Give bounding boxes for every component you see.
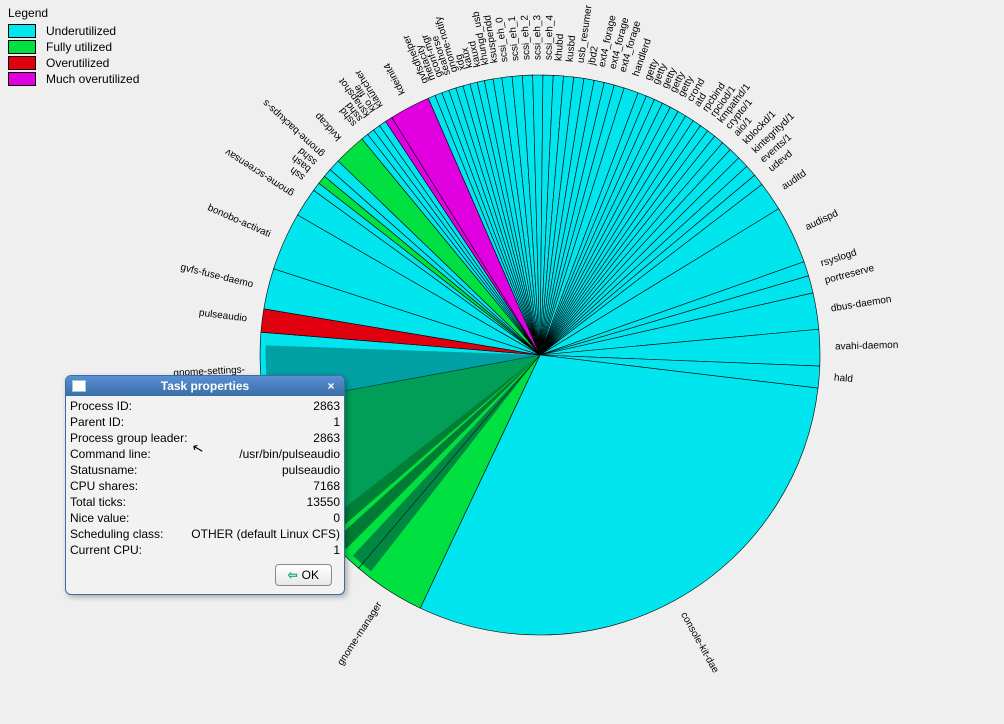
property-row: Total ticks: 13550 [70,494,340,510]
legend: Legend Underutilized Fully utilized Overut… [8,6,139,88]
property-row: Nice value: 0 [70,510,340,526]
dialog-body: Process ID:2863Parent ID:1Process group … [66,396,344,594]
legend-item: Much overutilized [8,72,139,86]
property-row: Process ID: 2863 [70,398,340,414]
ok-button[interactable]: ⇦ OK [275,564,332,586]
close-icon[interactable]: × [324,379,338,393]
property-row: Parent ID: 1 [70,414,340,430]
property-key: Scheduling class: [70,526,163,542]
property-value: 1 [333,542,340,558]
property-key: Nice value: [70,510,129,526]
property-key: Total ticks: [70,494,126,510]
task-properties-dialog[interactable]: Task properties × Process ID:2863Parent … [65,375,345,595]
property-value: 1 [333,414,340,430]
legend-label: Underutilized [46,24,116,38]
ok-arrow-icon: ⇦ [288,568,298,582]
legend-swatch [8,72,36,86]
legend-swatch [8,56,36,70]
legend-swatch [8,40,36,54]
legend-item: Fully utilized [8,40,139,54]
property-key: Current CPU: [70,542,142,558]
property-value: 7168 [313,478,340,494]
legend-label: Overutilized [46,56,109,70]
property-row: Command line: /usr/bin/pulseaudio [70,446,340,462]
window-icon [72,380,86,392]
property-value: 0 [333,510,340,526]
property-key: CPU shares: [70,478,138,494]
property-value: 2863 [313,430,340,446]
property-value: 13550 [307,494,340,510]
legend-item: Overutilized [8,56,139,70]
dialog-titlebar[interactable]: Task properties × [66,376,344,396]
property-row: CPU shares: 7168 [70,478,340,494]
legend-item: Underutilized [8,24,139,38]
property-value: OTHER (default Linux CFS) [191,526,340,542]
property-row: Current CPU: 1 [70,542,340,558]
legend-label: Much overutilized [46,72,139,86]
property-key: Process group leader: [70,430,187,446]
legend-label: Fully utilized [46,40,112,54]
property-key: Parent ID: [70,414,124,430]
property-row: Statusname: pulseaudio [70,462,340,478]
property-value: 2863 [313,398,340,414]
property-row: Scheduling class: OTHER (default Linux CF… [70,526,340,542]
legend-title: Legend [8,6,139,20]
dialog-title: Task properties [86,379,324,393]
property-row: Process group leader: 2863 [70,430,340,446]
ok-label: OK [302,568,319,582]
property-key: Command line: [70,446,151,462]
property-value: pulseaudio [282,462,340,478]
property-value: /usr/bin/pulseaudio [239,446,340,462]
legend-swatch [8,24,36,38]
property-key: Statusname: [70,462,137,478]
property-key: Process ID: [70,398,132,414]
